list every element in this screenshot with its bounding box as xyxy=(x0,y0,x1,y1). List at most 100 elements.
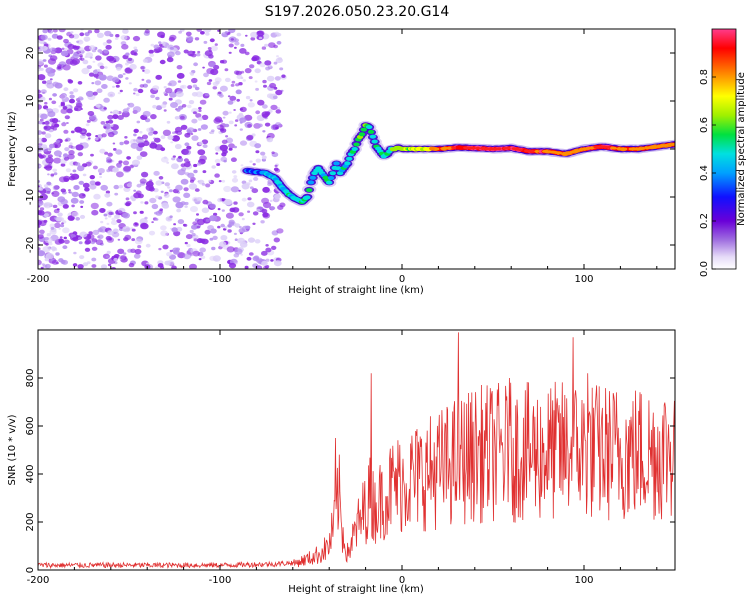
spectrogram-noise-speck xyxy=(221,179,226,183)
spectrogram-noise-speck xyxy=(193,169,198,174)
spectrogram-xlabel: Height of straight line (km) xyxy=(288,285,424,296)
spectrogram-noise-speck xyxy=(270,104,278,111)
spectrogram-noise-speck xyxy=(239,108,243,111)
spectrogram-noise-speck xyxy=(60,103,65,107)
spectrogram-noise-speck xyxy=(106,39,112,44)
spectrogram-noise-speck xyxy=(68,189,71,192)
spectrogram-noise-speck xyxy=(49,118,56,123)
spectrogram-noise-speck xyxy=(223,159,227,163)
spectrogram-noise-speck xyxy=(234,238,238,241)
spectrogram-noise-speck xyxy=(110,220,118,226)
spectrogram-noise-speck xyxy=(233,109,236,111)
spectrogram-noise-speck xyxy=(274,168,281,173)
spectrogram-noise-speck xyxy=(169,249,173,253)
spectrogram-noise-speck xyxy=(53,208,60,214)
spectrogram-noise-speck xyxy=(216,163,221,166)
spectrogram-noise-speck xyxy=(184,205,188,208)
spectrogram-noise-speck xyxy=(192,84,198,88)
spectrogram-noise-speck xyxy=(50,125,55,130)
spectrogram-noise-speck xyxy=(168,97,173,101)
spectrogram-ridge-peak xyxy=(569,150,575,154)
spectrogram-noise-speck xyxy=(175,126,183,133)
spectrogram-noise-speck xyxy=(63,236,67,240)
spectrogram-noise-speck xyxy=(199,99,207,105)
spectrogram-noise-speck xyxy=(176,208,182,213)
spectrogram-noise-speck xyxy=(157,31,166,38)
spectrogram-noise-speck xyxy=(133,189,137,192)
spectrogram-noise-speck xyxy=(220,223,225,228)
spectrogram-noise-speck xyxy=(97,49,103,53)
spectrogram-noise-speck xyxy=(119,89,123,93)
spectrogram-noise-speck xyxy=(253,255,260,260)
spectrogram-noise-speck xyxy=(262,186,270,193)
spectrogram-noise-speck xyxy=(79,214,86,219)
spectrogram-noise-speck xyxy=(49,223,56,228)
spectrogram-noise-speck xyxy=(79,32,85,37)
spectrogram-noise-speck xyxy=(194,86,200,91)
spectrogram-noise-speck xyxy=(110,124,114,127)
spectrogram-noise-speck xyxy=(52,249,55,252)
spectrogram-noise-speck xyxy=(169,91,177,98)
spectrogram-noise-speck xyxy=(219,241,227,248)
spectrogram-noise-speck xyxy=(82,173,87,177)
spectrogram-noise-speck xyxy=(38,140,43,144)
spectrogram-noise-speck xyxy=(170,141,174,144)
spectrogram-noise-speck xyxy=(91,241,95,245)
spectrogram-noise-speck xyxy=(63,153,68,158)
spectrogram-noise-speck xyxy=(203,29,212,33)
spectrogram-noise-speck xyxy=(152,85,160,91)
spectrogram-xtick-label: 100 xyxy=(574,274,593,285)
spectrogram-noise-speck xyxy=(61,47,65,50)
spectrogram-noise-speck xyxy=(155,195,160,199)
spectrogram-noise-speck xyxy=(209,203,217,209)
figure-title: S197.2026.050.23.20.G14 xyxy=(265,4,450,20)
spectrogram-noise-speck xyxy=(188,183,198,190)
spectrogram-ytick-label: 20 xyxy=(25,47,36,60)
spectrogram-noise-speck xyxy=(228,111,232,114)
spectrogram-noise-speck xyxy=(150,114,157,120)
spectrogram-noise-speck xyxy=(249,99,253,102)
spectrogram-noise-speck xyxy=(186,145,192,150)
spectrogram-noise-speck xyxy=(137,245,142,249)
spectrogram-noise-speck xyxy=(176,108,181,112)
spectrogram-noise-speck xyxy=(75,102,83,108)
spectrogram-noise-speck xyxy=(206,81,212,86)
spectrogram-noise-speck xyxy=(160,190,164,193)
spectrogram-noise-speck xyxy=(51,100,57,105)
snr-xlabel: Height of straight line (km) xyxy=(288,584,424,595)
spectrogram-noise-speck xyxy=(219,85,228,92)
spectrogram-noise-speck xyxy=(38,120,43,125)
spectrogram-noise-speck xyxy=(154,144,163,151)
spectrogram-noise-speck xyxy=(106,237,115,243)
spectrogram-noise-speck xyxy=(262,212,271,219)
spectrogram-noise-speck xyxy=(171,227,178,233)
spectrogram-noise-speck xyxy=(95,239,104,246)
spectrogram-noise-speck xyxy=(134,248,142,255)
spectrogram-noise-speck xyxy=(88,72,95,77)
spectrogram-noise-speck xyxy=(166,252,172,257)
spectrogram-noise-speck xyxy=(136,155,143,160)
spectrogram-noise-speck xyxy=(38,137,43,142)
spectrogram-noise-speck xyxy=(127,102,135,108)
spectrogram-noise-speck xyxy=(133,253,141,259)
spectrogram-noise-speck xyxy=(133,192,142,199)
spectrogram-noise-speck xyxy=(167,51,175,58)
spectrogram-noise-speck xyxy=(154,137,161,143)
spectrogram-noise-speck xyxy=(60,198,68,205)
spectrogram-noise-speck xyxy=(51,259,59,265)
spectrogram-noise-speck xyxy=(178,155,182,159)
spectrogram-noise-speck xyxy=(261,155,267,160)
spectrogram-noise-speck xyxy=(220,123,227,128)
spectrogram-noise-speck xyxy=(168,80,177,87)
spectrogram-noise-speck xyxy=(270,206,276,211)
spectrogram-noise-speck xyxy=(133,128,139,133)
spectrogram-noise-speck xyxy=(60,224,65,228)
spectrogram-noise-speck xyxy=(246,134,254,141)
spectrogram-noise-speck xyxy=(246,201,255,208)
spectrogram-noise-speck xyxy=(110,111,113,114)
snr-panel: -200 -100 0 100 0 200 400 600 800 Height of stra… xyxy=(7,329,676,595)
spectrogram-noise-speck xyxy=(195,91,204,98)
spectrogram-noise-speck xyxy=(54,47,63,54)
spectrogram-noise-speck xyxy=(81,67,90,75)
spectrogram-noise-speck xyxy=(217,91,222,95)
